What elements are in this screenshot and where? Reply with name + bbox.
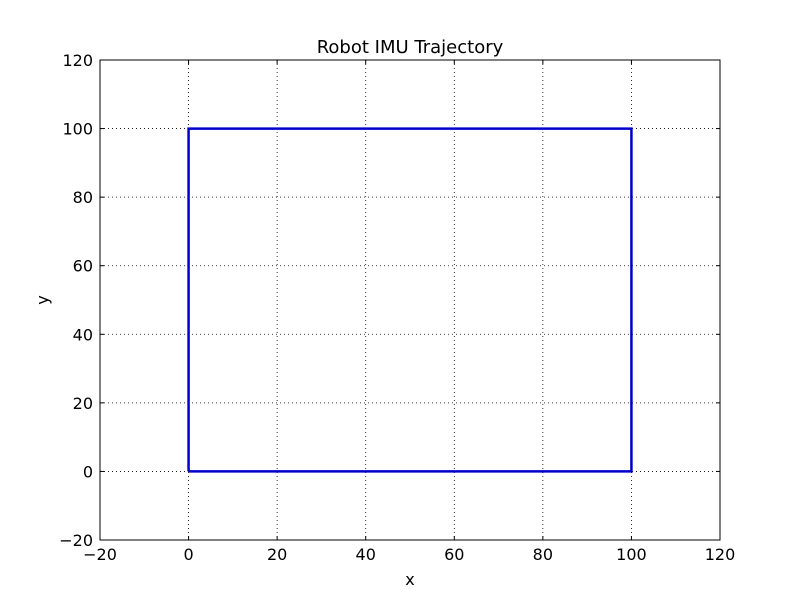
x-tick-label: 60 <box>444 545 464 564</box>
y-axis-label: y <box>33 295 52 304</box>
y-tick-label: 0 <box>83 462 93 481</box>
x-tick-label: 0 <box>183 545 193 564</box>
y-tick-label: 100 <box>62 120 93 139</box>
series-layer <box>187 127 633 473</box>
chart-title: Robot IMU Trajectory <box>317 37 504 58</box>
y-tick-label: 40 <box>73 325 93 344</box>
y-tick-label: 120 <box>62 51 93 70</box>
x-tick-label: 40 <box>356 545 376 564</box>
trajectory-line <box>187 127 633 473</box>
plot-area-frame <box>99 59 721 541</box>
axis-ticks: −20 0 20 40 60 80 100 120 −20 0 20 40 60 80 100 120 <box>59 51 735 564</box>
x-tick-label: 100 <box>616 545 647 564</box>
y-tick-label: 20 <box>73 394 93 413</box>
y-tick-label: −20 <box>59 531 93 550</box>
x-tick-label: 80 <box>533 545 553 564</box>
x-tick-label: −20 <box>83 545 117 564</box>
x-tick-label: 120 <box>705 545 736 564</box>
y-tick-label: 80 <box>73 188 93 207</box>
y-tick-label: 60 <box>73 257 93 276</box>
x-axis-label: x <box>405 570 414 589</box>
x-tick-label: 20 <box>267 545 287 564</box>
